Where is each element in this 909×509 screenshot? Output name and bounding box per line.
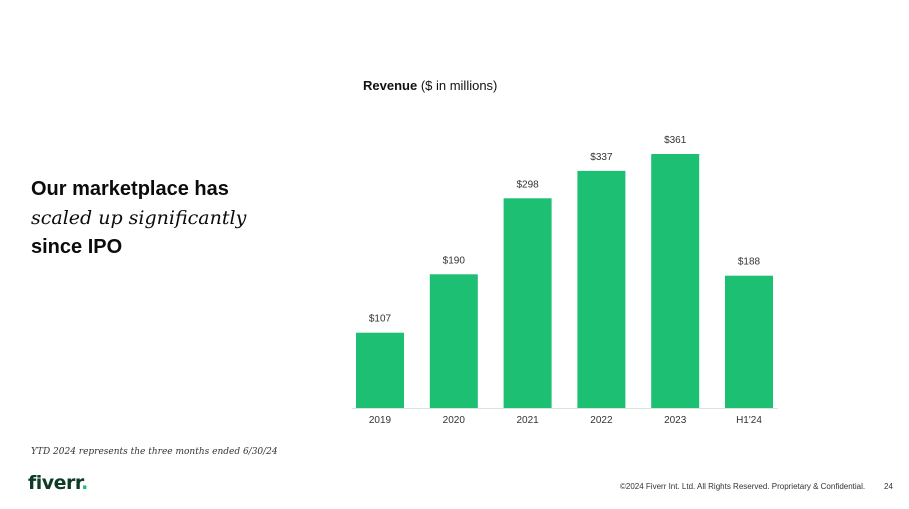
data-label-H1'24: $188	[738, 257, 761, 268]
x-tick-label-2022: 2022	[590, 415, 613, 426]
data-label-2023: $361	[664, 135, 687, 146]
headline-line-2: scaled up significantly	[31, 207, 247, 229]
copyright-text: ©2024 Fiverr Int. Ltd. All Rights Reserv…	[620, 482, 866, 491]
bar-H1'24	[725, 275, 773, 408]
x-tick-label-H1'24: H1'24	[736, 415, 762, 426]
footnote: YTD 2024 represents the three months end…	[31, 447, 278, 457]
bar-2022	[577, 170, 626, 408]
logo-dot: .	[81, 472, 88, 494]
data-label-2021: $298	[516, 179, 539, 190]
data-label-2022: $337	[590, 152, 613, 163]
bar-2019	[356, 332, 404, 408]
bar-2023	[651, 154, 700, 408]
bar-2021	[503, 198, 552, 408]
x-tick-label-2020: 2020	[443, 415, 466, 426]
x-tick-label-2023: 2023	[664, 415, 687, 426]
bar-2020	[429, 274, 478, 408]
data-label-2019: $107	[369, 314, 392, 325]
logo-text: fiverr	[28, 472, 82, 494]
fiverr-logo: fiverr.	[28, 472, 88, 494]
headline-line-3: since IPO	[31, 236, 123, 258]
data-label-2020: $190	[443, 255, 466, 266]
page-number: 24	[884, 482, 893, 491]
chart-title-rest: ($ in millions)	[417, 78, 498, 93]
chart-title-bold: Revenue	[363, 78, 418, 93]
headline: Our marketplace has scaled up significan…	[31, 175, 331, 262]
x-tick-label-2019: 2019	[369, 415, 392, 426]
chart-title: Revenue ($ in millions)	[363, 78, 497, 93]
headline-line-1: Our marketplace has	[31, 178, 229, 200]
x-tick-label-2021: 2021	[516, 415, 539, 426]
